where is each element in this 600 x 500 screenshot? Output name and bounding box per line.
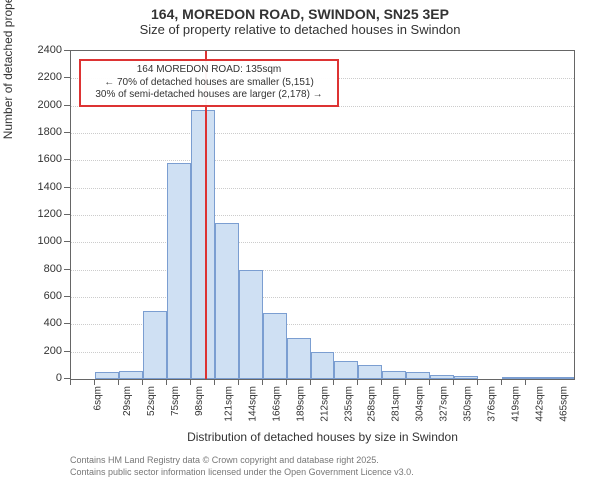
x-tick-mark [381,380,382,385]
y-tick-label: 1200 [12,208,62,220]
gridline [71,160,574,161]
x-tick-label: 304sqm [415,386,426,422]
x-tick-mark [501,380,502,385]
gridline [71,133,574,134]
x-tick-label: 419sqm [511,386,522,422]
y-axis: 0200400600800100012001400160018002000220… [0,50,70,380]
x-tick-mark [190,380,191,385]
histogram-bar [95,372,119,379]
gridline [71,242,574,243]
histogram-bar [239,270,263,379]
histogram-bar [382,371,406,379]
histogram-bar [311,352,335,379]
histogram-bar [334,361,358,379]
x-tick-mark [214,380,215,385]
x-tick-label: 465sqm [559,386,570,422]
chart-title-main: 164, MOREDON ROAD, SWINDON, SN25 3EP [0,0,600,22]
histogram-bar [215,223,239,379]
annotation-line-2: ← 70% of detached houses are smaller (5,… [87,77,331,90]
annotation-box: 164 MOREDON ROAD: 135sqm ← 70% of detach… [79,59,339,107]
y-tick-label: 1600 [12,153,62,165]
x-tick-label: 98sqm [194,386,205,416]
x-tick-label: 29sqm [122,386,133,416]
histogram-bar [430,375,454,379]
x-tick-mark [405,380,406,385]
x-tick-mark [525,380,526,385]
histogram-bar [406,372,430,379]
histogram-bar [287,338,311,379]
histogram-bar [119,371,143,379]
x-tick-mark [477,380,478,385]
histogram-bar [526,377,550,379]
histogram-bar [263,313,287,379]
x-tick-mark [142,380,143,385]
x-tick-label: 189sqm [295,386,306,422]
y-tick-label: 1000 [12,235,62,247]
x-tick-label: 350sqm [463,386,474,422]
x-tick-mark [310,380,311,385]
x-tick-mark [286,380,287,385]
x-tick-label: 121sqm [223,386,234,422]
x-tick-label: 52sqm [146,386,157,416]
x-tick-mark [70,380,71,385]
histogram-bar [191,110,215,379]
y-tick-label: 0 [12,372,62,384]
x-tick-label: 327sqm [439,386,450,422]
plot-area: 164 MOREDON ROAD: 135sqm ← 70% of detach… [70,50,575,380]
x-tick-mark [94,380,95,385]
x-tick-mark [333,380,334,385]
x-tick-mark [429,380,430,385]
x-axis-label: Distribution of detached houses by size … [70,430,575,444]
y-tick-label: 2400 [12,44,62,56]
histogram-bar [454,376,478,379]
x-tick-mark [453,380,454,385]
x-tick-label: 144sqm [247,386,258,422]
y-tick-label: 800 [12,263,62,275]
histogram-bar [167,163,191,379]
x-tick-mark [238,380,239,385]
x-tick-label: 6sqm [92,386,103,410]
histogram-bar [143,311,167,379]
gridline [71,270,574,271]
y-tick-label: 2000 [12,99,62,111]
x-tick-label: 376sqm [487,386,498,422]
histogram-bar [502,377,526,379]
x-tick-mark [357,380,358,385]
histogram-bar [358,365,382,379]
chart-container: 164, MOREDON ROAD, SWINDON, SN25 3EP Siz… [0,0,600,500]
y-tick-label: 200 [12,345,62,357]
footer-line-2: Contains public sector information licen… [70,467,590,479]
y-tick-label: 600 [12,290,62,302]
footer-line-1: Contains HM Land Registry data © Crown c… [70,455,590,467]
histogram-bar [550,377,574,379]
y-tick-label: 1400 [12,181,62,193]
y-tick-label: 400 [12,317,62,329]
x-tick-mark [118,380,119,385]
x-tick-label: 75sqm [170,386,181,416]
x-tick-mark [262,380,263,385]
gridline [71,297,574,298]
annotation-line-1: 164 MOREDON ROAD: 135sqm [87,64,331,77]
x-tick-mark [166,380,167,385]
annotation-line-3: 30% of semi-detached houses are larger (… [87,89,331,102]
y-tick-label: 2200 [12,71,62,83]
gridline [71,215,574,216]
x-tick-label: 281sqm [391,386,402,422]
x-tick-label: 212sqm [319,386,330,422]
x-tick-label: 442sqm [535,386,546,422]
x-tick-label: 258sqm [367,386,378,422]
y-tick-label: 1800 [12,126,62,138]
chart-footer: Contains HM Land Registry data © Crown c… [70,455,590,478]
x-tick-label: 166sqm [271,386,282,422]
gridline [71,188,574,189]
x-tick-label: 235sqm [343,386,354,422]
chart-title-sub: Size of property relative to detached ho… [0,22,600,41]
